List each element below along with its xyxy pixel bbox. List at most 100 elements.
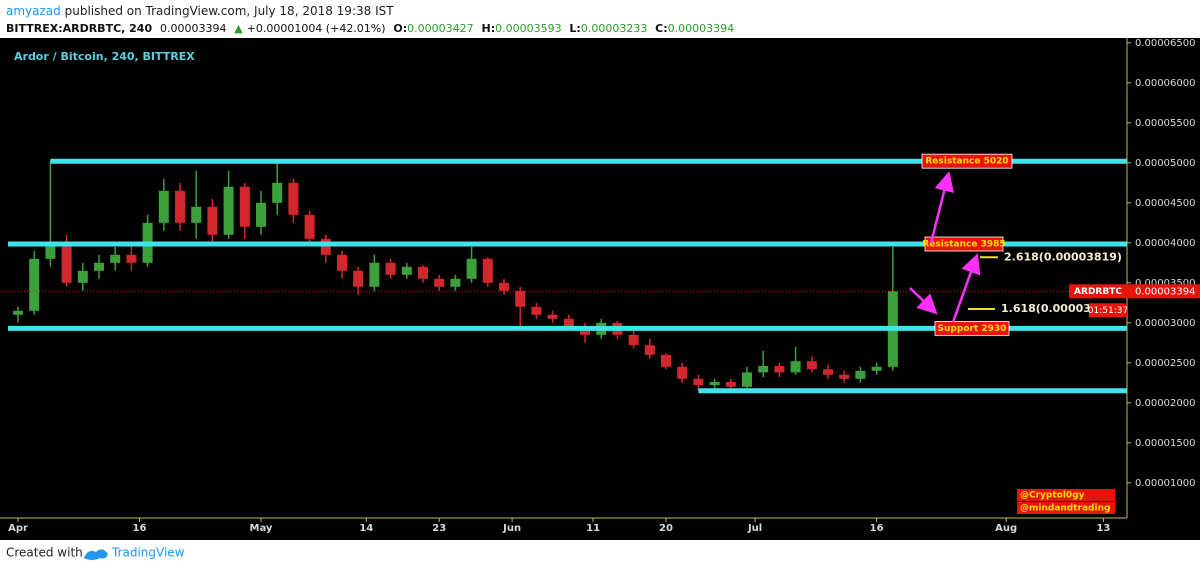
y-tick-label: 0.00005000	[1135, 158, 1195, 169]
candle-body	[13, 310, 23, 315]
y-tick-label: 0.00001500	[1135, 438, 1195, 449]
watermark-box	[1017, 489, 1115, 501]
candle-body	[871, 366, 882, 371]
y-tick-label: 0.00003500	[1135, 278, 1195, 289]
candle-body	[126, 254, 137, 263]
candle-body	[94, 262, 104, 271]
plot: 0.00001000 0.00001500 0.00002000 0.00002500…	[0, 38, 1200, 534]
candle-body	[515, 290, 526, 307]
candle-body	[628, 334, 639, 346]
candle-body	[499, 282, 509, 291]
candle-body	[758, 366, 769, 373]
price-box	[1127, 284, 1200, 299]
ohlc-label: O:	[393, 22, 407, 35]
annotation-text: Support 2930	[938, 324, 1007, 334]
fib-label: 2.618(0.00003819)	[1004, 250, 1122, 263]
candle-body	[823, 369, 833, 375]
candle-body	[450, 278, 461, 287]
ohlc-value: 0.00003394	[668, 22, 734, 35]
brand[interactable]: TradingView	[111, 546, 185, 560]
chart-title: Ardor / Bitcoin, 240, BITTREX	[14, 50, 195, 63]
candle-body	[304, 214, 315, 239]
y-tick-label: 0.00005500	[1135, 118, 1195, 129]
price-label: 0.00003394	[1135, 286, 1195, 297]
ohlc-value: 0.00003427	[407, 22, 473, 35]
y-tick-label: 0.00002500	[1135, 358, 1195, 369]
candle-body	[774, 366, 785, 373]
candle-body	[466, 258, 477, 279]
candle-body	[61, 242, 72, 283]
candle-body	[239, 186, 250, 227]
countdown-box	[1089, 303, 1127, 318]
candle-body	[531, 306, 542, 315]
last: 0.00003394	[160, 22, 226, 35]
symbol-box	[1069, 284, 1127, 299]
candle-body	[256, 202, 266, 227]
candle-body	[418, 266, 428, 279]
x-tick-label: 16	[133, 523, 147, 534]
footer-text: Created with	[6, 546, 83, 560]
x-tick-label: 20	[659, 523, 673, 534]
symbol-label: ARDRBTC	[1074, 287, 1122, 297]
x-tick-label: Jun	[502, 523, 521, 534]
candle-body	[790, 361, 801, 373]
y-tick-label: 0.00003000	[1135, 318, 1195, 329]
candle-body	[855, 370, 866, 379]
candle-body	[29, 258, 40, 311]
x-tick-label: May	[250, 523, 273, 534]
candle-body	[223, 186, 234, 235]
candle-body	[353, 270, 364, 287]
y-tick-label: 0.00001000	[1135, 478, 1195, 489]
ohlc-value: 0.00003233	[581, 22, 647, 35]
arrow	[929, 171, 955, 244]
arrow	[951, 253, 981, 323]
candle-body	[434, 278, 445, 287]
candle-body	[369, 262, 380, 287]
candle-body	[839, 374, 850, 379]
x-tick-label: 23	[432, 523, 446, 534]
candle-body	[288, 182, 299, 215]
candle-body	[158, 190, 169, 223]
change: +0.00001004 (+42.01%)	[247, 22, 386, 35]
header-line-1: amyazad published on TradingView.com, Ju…	[6, 4, 394, 18]
chart-background	[0, 38, 1200, 540]
x-tick-label: Jul	[747, 523, 762, 534]
y-tick-label: 0.00006000	[1135, 78, 1195, 89]
candle-body	[693, 378, 704, 386]
candle-body	[725, 382, 736, 387]
ohlc-label: H:	[481, 22, 495, 35]
candle-body	[191, 206, 202, 223]
candle-body	[77, 270, 88, 283]
candle-body	[806, 361, 817, 370]
candle-body	[401, 266, 412, 275]
annotation-box	[921, 153, 1013, 169]
candle-body	[563, 318, 574, 327]
x-tick-label: Aug	[995, 523, 1017, 534]
author[interactable]: amyazad	[6, 4, 61, 18]
candle-body	[547, 314, 558, 319]
footer-background	[0, 540, 1200, 570]
arrow	[909, 287, 938, 315]
watermark: @mindandtrading	[1020, 504, 1110, 514]
annotation-text: Resistance 5020	[925, 157, 1008, 167]
y-tick-label: 0.00002000	[1135, 398, 1195, 409]
candle-body	[207, 206, 218, 235]
candle-body	[644, 345, 655, 355]
y-tick-label: 0.00004000	[1135, 238, 1195, 249]
x-tick-label: Apr	[8, 523, 28, 534]
y-tick-label: 0.00006500	[1135, 38, 1195, 49]
ohlc-label: L:	[569, 22, 580, 35]
candle-body	[709, 382, 720, 386]
x-tick-label: 14	[359, 523, 373, 534]
ohlc-value: 0.00003593	[495, 22, 561, 35]
candle-body	[661, 354, 671, 367]
candle-body	[482, 258, 493, 283]
header-line-2: BITTREX:ARDRBTC, 240 0.00003394 ▲ +0.000…	[6, 22, 734, 35]
candle-body	[175, 190, 185, 223]
candle-body	[677, 366, 688, 379]
candle-body	[45, 242, 56, 259]
watermark: @Cryptol0gy	[1020, 491, 1085, 501]
ohlc-label: C:	[655, 22, 667, 35]
x-tick-label: 13	[1096, 523, 1110, 534]
